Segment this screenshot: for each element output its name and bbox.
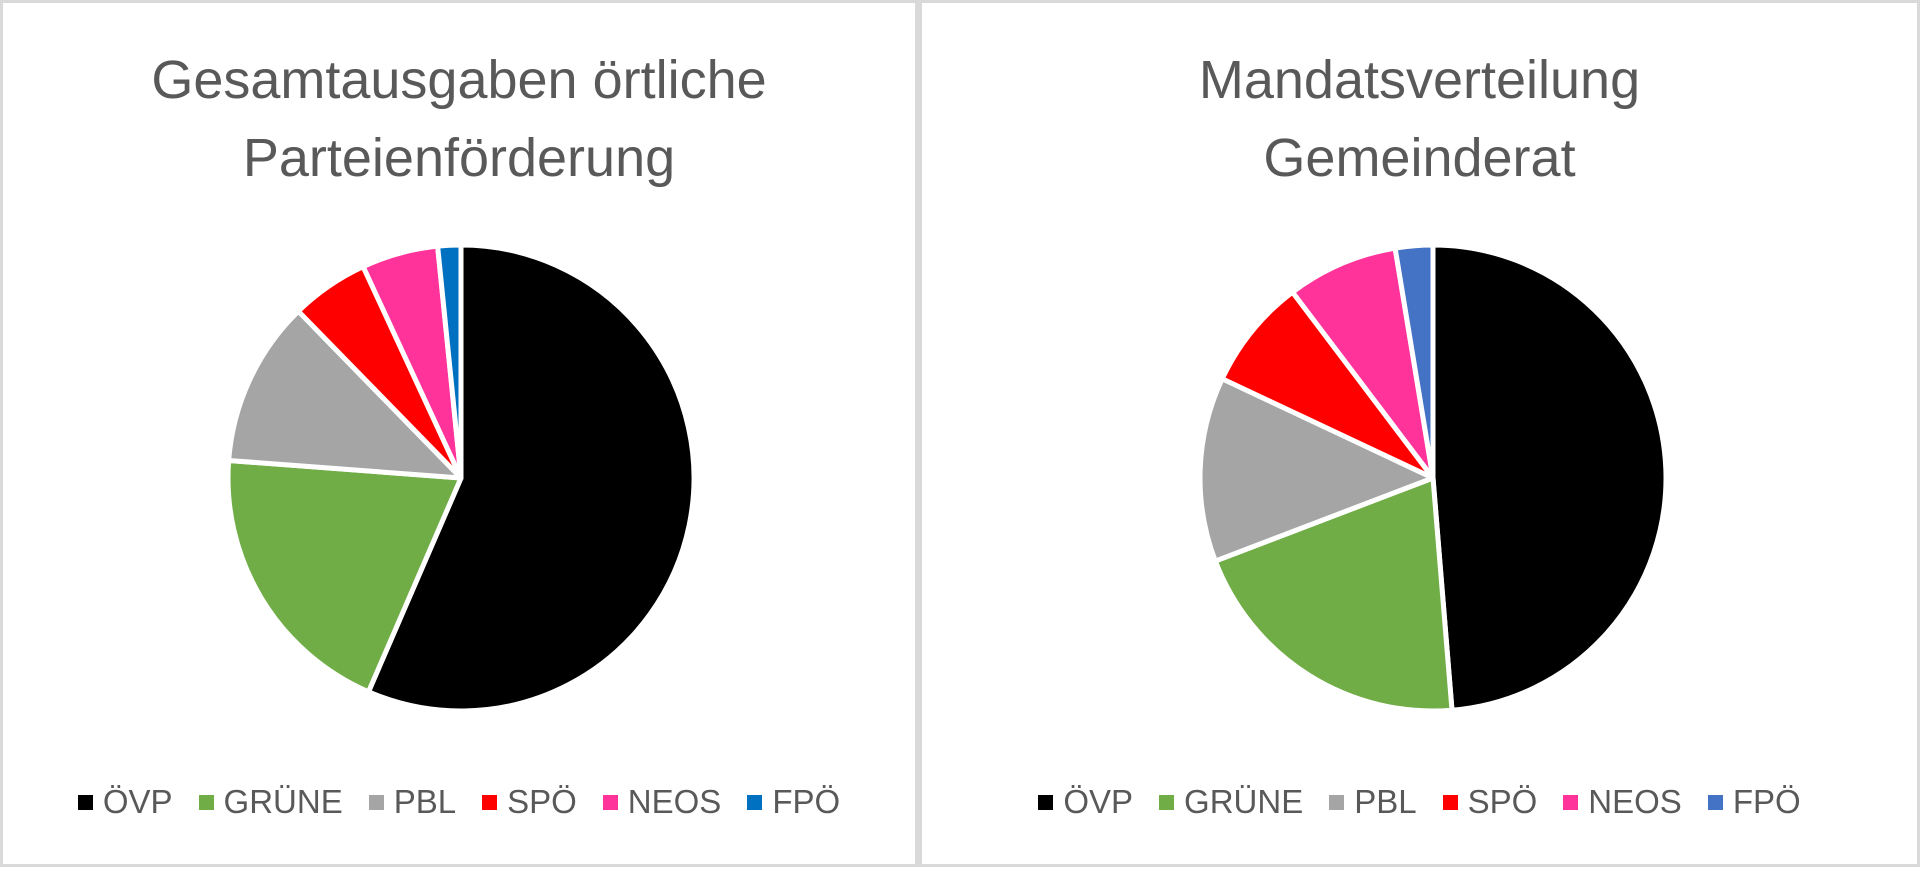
- legend-swatch: [1563, 794, 1579, 810]
- legend-swatch: [1329, 794, 1345, 810]
- pie-slice-ovp: [365, 242, 697, 714]
- chart-title: Gesamtausgaben örtliche Parteienförderun…: [3, 41, 915, 197]
- chart-title-line-2: Gemeinderat: [1263, 128, 1576, 188]
- legend-item-neos: NEOS: [602, 783, 722, 821]
- chart-legend: ÖVP GRÜNE PBL SPÖ NEOS FPÖ: [922, 778, 1917, 826]
- legend-item-ovp: ÖVP: [77, 783, 173, 821]
- legend-item-pbl: PBL: [1329, 783, 1417, 821]
- legend-item-fpo: FPÖ: [747, 783, 840, 821]
- legend-item-neos: NEOS: [1563, 783, 1682, 821]
- legend-swatch: [1707, 794, 1723, 810]
- chart-title-line-1: Gesamtausgaben örtliche: [151, 50, 767, 110]
- legend-swatch: [368, 794, 384, 810]
- legend-item-pbl: PBL: [368, 783, 457, 821]
- legend-label: PBL: [1354, 783, 1417, 820]
- pie-slice-pbl: [1197, 376, 1436, 564]
- legend-label: FPÖ: [772, 783, 841, 820]
- pie-slice-pbl: [226, 308, 464, 481]
- legend-item-spo: SPÖ: [1442, 783, 1538, 821]
- pie-slice-fpo: [1392, 242, 1436, 481]
- pie-slice-fpo: [435, 242, 464, 481]
- legend-swatch: [1038, 794, 1054, 810]
- legend-label: NEOS: [627, 783, 722, 820]
- legend-label: SPÖ: [507, 783, 577, 820]
- legend-item-fpo: FPÖ: [1707, 783, 1801, 821]
- legend-swatch: [198, 794, 214, 810]
- chart-legend: ÖVP GRÜNE PBL SPÖ NEOS FPÖ: [3, 778, 915, 826]
- legend-label: GRÜNE: [223, 783, 343, 820]
- legend-swatch: [1159, 794, 1175, 810]
- legend-item-grune: GRÜNE: [1159, 783, 1303, 821]
- pie-slice-grune: [1212, 475, 1455, 714]
- legend-swatch: [482, 794, 498, 810]
- legend-label: FPÖ: [1732, 783, 1801, 820]
- legend-label: SPÖ: [1467, 783, 1538, 820]
- legend-swatch: [77, 794, 93, 810]
- legend-item-grune: GRÜNE: [198, 783, 343, 821]
- legend-swatch: [1442, 794, 1458, 810]
- chart-title-line-1: Mandatsverteilung: [1198, 50, 1641, 110]
- legend-label: NEOS: [1588, 783, 1682, 820]
- legend-item-ovp: ÖVP: [1038, 783, 1133, 821]
- legend-label: ÖVP: [102, 783, 173, 820]
- pie-slice-ovp: [1430, 242, 1669, 713]
- legend-label: ÖVP: [1063, 783, 1134, 820]
- legend-label: PBL: [393, 783, 457, 820]
- pie-chart: [225, 242, 697, 714]
- legend-swatch: [602, 794, 618, 810]
- chart-title: Mandatsverteilung Gemeinderat: [922, 41, 1917, 197]
- chart-panel-spending: Gesamtausgaben örtliche Parteienförderun…: [0, 0, 918, 867]
- pie-slice-grune: [225, 457, 464, 695]
- chart-title-line-2: Parteienförderung: [242, 128, 676, 188]
- chart-panel-seats: Mandatsverteilung Gemeinderat ÖVP GRÜNE PB…: [918, 0, 1920, 867]
- pie-chart: [1197, 242, 1669, 714]
- legend-swatch: [747, 794, 763, 810]
- legend-item-spo: SPÖ: [482, 783, 577, 821]
- legend-label: GRÜNE: [1184, 783, 1304, 820]
